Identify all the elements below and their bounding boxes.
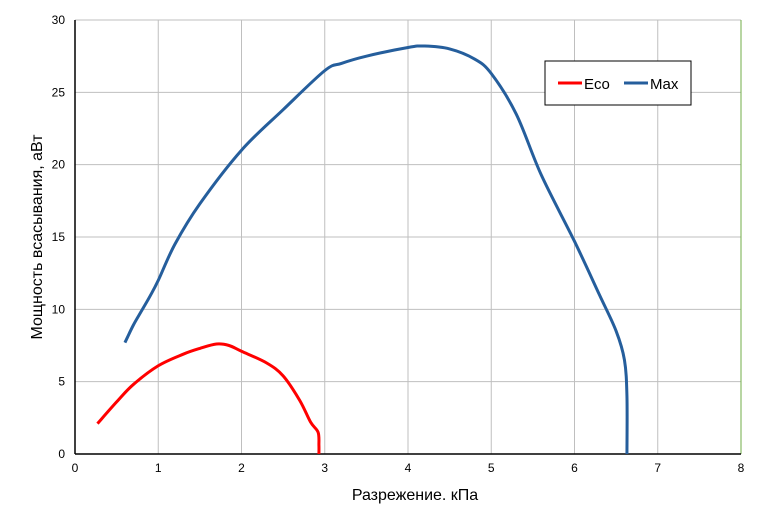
x-tick-label: 1	[155, 461, 162, 475]
x-tick-label: 7	[654, 461, 661, 475]
legend: Eco Max	[544, 60, 692, 106]
x-tick-label: 5	[488, 461, 495, 475]
series-line-eco	[96, 342, 321, 455]
y-tick-label: 20	[52, 158, 66, 172]
x-tick-label: 4	[405, 461, 412, 475]
x-tick-label: 6	[571, 461, 578, 475]
legend-label-max: Max	[650, 76, 679, 93]
legend-label-eco: Eco	[584, 76, 610, 93]
x-tick-label: 8	[738, 461, 745, 475]
y-tick-label: 15	[52, 230, 66, 244]
series-group	[96, 44, 629, 455]
x-axis-label: Разрежение. кПа	[352, 487, 478, 504]
x-tick-label: 3	[321, 461, 328, 475]
series-line-max	[123, 44, 629, 455]
y-tick-label: 5	[58, 375, 65, 389]
y-tick-label: 30	[52, 13, 66, 27]
y-tick-label: 0	[58, 447, 65, 461]
y-tick-label: 10	[52, 302, 66, 316]
x-tick-label: 0	[72, 461, 79, 475]
y-axis-label: Мощность всасывания, аВт	[29, 134, 46, 340]
tick-labels: 0 1 2 3 4 5 6 7 8 0 5 10 15 20 25 30	[52, 13, 745, 475]
x-tick-label: 2	[238, 461, 245, 475]
y-tick-label: 25	[52, 85, 66, 99]
